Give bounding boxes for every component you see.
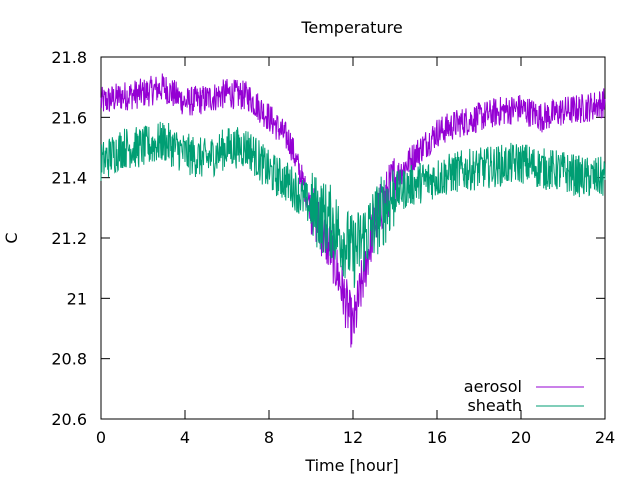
y-tick-label: 21.4 <box>51 169 87 188</box>
y-tick-label: 21.6 <box>51 108 87 127</box>
axis-ticks: 0 4 8 12 16 20 24 20.6 20.8 21 21.2 21.4 21.6 21.8 <box>51 48 615 447</box>
y-axis-label: C <box>2 232 21 243</box>
legend-label-aerosol: aerosol <box>464 377 522 396</box>
y-tick-label: 20.8 <box>51 350 87 369</box>
x-tick-label: 16 <box>427 428 447 447</box>
chart-title: Temperature <box>300 18 402 37</box>
series-line-sheath <box>100 121 606 288</box>
x-axis-label: Time [hour] <box>304 456 398 475</box>
legend-label-sheath: sheath <box>467 396 522 415</box>
x-tick-label: 20 <box>511 428 531 447</box>
x-tick-label: 12 <box>343 428 363 447</box>
x-tick-label: 8 <box>264 428 274 447</box>
y-tick-label: 20.6 <box>51 410 87 429</box>
x-tick-label: 4 <box>180 428 190 447</box>
x-tick-label: 0 <box>96 428 106 447</box>
series-line-aerosol <box>100 73 606 348</box>
series-layer <box>100 73 606 348</box>
y-tick-label: 21.2 <box>51 229 87 248</box>
y-tick-label: 21 <box>67 289 87 308</box>
y-tick-label: 21.8 <box>51 48 87 67</box>
x-tick-label: 24 <box>595 428 615 447</box>
